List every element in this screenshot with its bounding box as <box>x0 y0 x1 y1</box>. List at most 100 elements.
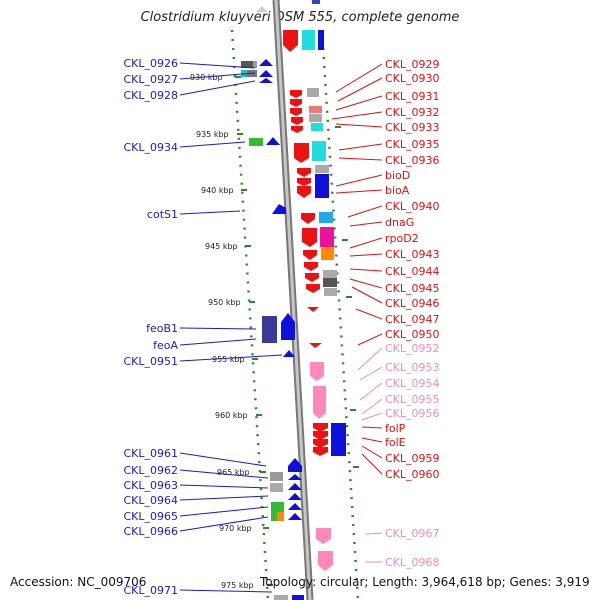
gene-label-ckl_0944[interactable]: CKL_0944 <box>385 265 440 278</box>
scale-tick-label: 940 kbp <box>201 186 234 195</box>
gene-label-ckl_0927[interactable]: CKL_0927 <box>123 73 178 86</box>
gene-label-biod[interactable]: bioD <box>385 169 410 182</box>
gene-label-ckl_0940[interactable]: CKL_0940 <box>385 200 440 213</box>
leader-line <box>179 141 246 148</box>
leader-line <box>359 366 383 381</box>
gene-label-cots1[interactable]: cotS1 <box>147 208 178 221</box>
leader-line <box>361 445 383 459</box>
gene-label-ckl_0964[interactable]: CKL_0964 <box>123 494 178 507</box>
gene-label-ckl_0931[interactable]: CKL_0931 <box>385 90 440 103</box>
leader-line <box>347 205 383 218</box>
leader-line <box>335 63 383 93</box>
leader-line <box>349 268 383 272</box>
leader-line <box>349 237 383 249</box>
scale-tick-label: 975 kbp <box>221 581 254 590</box>
right-gene-blocks <box>283 30 346 571</box>
leader-line <box>357 347 383 371</box>
gene-label-ckl_0966[interactable]: CKL_0966 <box>123 525 178 538</box>
leader-line <box>361 412 383 421</box>
gene-label-ckl_0950[interactable]: CKL_0950 <box>385 328 440 341</box>
gene-label-ckl_0967[interactable]: CKL_0967 <box>385 527 440 540</box>
leader-line <box>179 495 269 501</box>
gene-label-ckl_0947[interactable]: CKL_0947 <box>385 313 440 326</box>
gene-label-dnag[interactable]: dnaG <box>385 216 414 229</box>
gene-label-feoa[interactable]: feoA <box>153 339 178 352</box>
leader-line <box>179 210 241 215</box>
gene-label-ckl_0952[interactable]: CKL_0952 <box>385 342 440 355</box>
left-gene-labels: CKL_0926 CKL_0927 CKL_0928 CKL_0934 cotS1 feo… <box>123 57 283 597</box>
scale-tick-label: 950 kbp <box>208 298 241 307</box>
scale-tick-label: 960 kbp <box>215 411 248 420</box>
leader-line <box>355 308 383 320</box>
gene-label-ckl_0926[interactable]: CKL_0926 <box>123 57 178 70</box>
leader-line <box>335 95 383 111</box>
gene-label-ckl_0960[interactable]: CKL_0960 <box>385 468 440 481</box>
leader-line <box>349 221 383 227</box>
gene-label-ckl_0929[interactable]: CKL_0929 <box>385 58 440 71</box>
gene-label-ckl_0961[interactable]: CKL_0961 <box>123 447 178 460</box>
gene-label-ckl_0965[interactable]: CKL_0965 <box>123 510 178 523</box>
gene-label-ckl_0936[interactable]: CKL_0936 <box>385 154 440 167</box>
leader-line <box>338 143 383 151</box>
leader-line <box>179 484 269 489</box>
leader-line <box>361 398 383 415</box>
scale-tick-label: 945 kbp <box>205 242 238 251</box>
gene-label-feob1[interactable]: feoB1 <box>146 322 178 335</box>
leader-line <box>179 469 269 479</box>
gene-label-ckl_0932[interactable]: CKL_0932 <box>385 106 440 119</box>
leader-line <box>349 253 383 257</box>
genome-title: Clostridium kluyveri DSM 555, complete g… <box>140 10 460 25</box>
leader-line <box>338 157 383 161</box>
gene-label-ckl_0954[interactable]: CKL_0954 <box>385 377 440 390</box>
gene-label-ckl_0933[interactable]: CKL_0933 <box>385 121 440 134</box>
leader-line <box>179 589 273 593</box>
leader-line <box>179 506 269 517</box>
gene-label-ckl_0959[interactable]: CKL_0959 <box>385 452 440 465</box>
gene-label-ckl_0935[interactable]: CKL_0935 <box>385 138 440 151</box>
gene-label-ckl_0928[interactable]: CKL_0928 <box>123 89 178 102</box>
gene-label-ckl_0955[interactable]: CKL_0955 <box>385 393 440 406</box>
gene-label-ckl_0943[interactable]: CKL_0943 <box>385 248 440 261</box>
gene-label-ckl_0971[interactable]: CKL_0971 <box>123 584 178 597</box>
gene-label-ckl_0963[interactable]: CKL_0963 <box>123 479 178 492</box>
gene-label-folp[interactable]: folP <box>385 422 406 435</box>
topology-label: Topology: circular; Length: 3,964,618 bp… <box>260 575 590 589</box>
scale-tick-label: 930 kbp <box>190 73 223 82</box>
leader-line <box>351 286 383 304</box>
leader-line <box>335 174 383 187</box>
right-track <box>320 29 360 600</box>
gene-label-ckl_0934[interactable]: CKL_0934 <box>123 141 178 154</box>
leader-line <box>359 382 383 401</box>
gene-label-rpod2[interactable]: rpoD2 <box>385 232 419 245</box>
leader-line <box>364 532 383 535</box>
left-track <box>230 29 270 600</box>
leader-line <box>179 338 257 346</box>
scale-tick-label: 965 kbp <box>217 468 250 477</box>
leader-line <box>179 327 257 330</box>
gene-label-ckl_0962[interactable]: CKL_0962 <box>123 464 178 477</box>
scale-tick-label: 935 kbp <box>196 130 229 139</box>
leader-line <box>179 516 269 532</box>
leader-line <box>179 72 256 80</box>
scale-ticks: 930 kbp 935 kbp 940 kbp 945 kbp 950 kbp … <box>190 73 359 590</box>
leader-line <box>361 426 383 429</box>
leader-line <box>179 452 267 467</box>
accession-label: Accession: NC_009706 <box>10 575 147 589</box>
leader-line <box>331 111 383 120</box>
gene-label-ckl_0930[interactable]: CKL_0930 <box>385 72 440 85</box>
scale-tick-label: 970 kbp <box>219 524 252 533</box>
leader-line <box>357 333 383 346</box>
gene-label-fole[interactable]: folE <box>385 436 406 449</box>
gene-label-ckl_0946[interactable]: CKL_0946 <box>385 297 440 310</box>
leader-line <box>179 62 256 69</box>
leader-line <box>337 77 383 102</box>
gene-label-ckl_0953[interactable]: CKL_0953 <box>385 361 440 374</box>
scale-tick-label: 955 kbp <box>212 355 245 364</box>
gene-label-ckl_0951[interactable]: CKL_0951 <box>123 355 178 368</box>
gene-label-bioa[interactable]: bioA <box>385 184 410 197</box>
gene-label-ckl_0945[interactable]: CKL_0945 <box>385 282 440 295</box>
gene-label-ckl_0968[interactable]: CKL_0968 <box>385 556 440 569</box>
gene-label-ckl_0956[interactable]: CKL_0956 <box>385 407 440 420</box>
